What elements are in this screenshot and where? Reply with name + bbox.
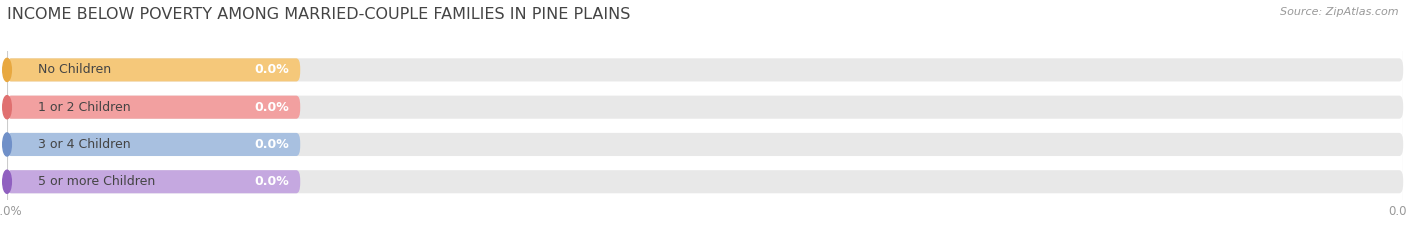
Text: 0.0%: 0.0% xyxy=(254,138,290,151)
Circle shape xyxy=(3,96,11,119)
Circle shape xyxy=(3,133,11,156)
FancyBboxPatch shape xyxy=(7,96,301,119)
Text: 5 or more Children: 5 or more Children xyxy=(38,175,155,188)
FancyBboxPatch shape xyxy=(7,170,1403,193)
Text: 0.0%: 0.0% xyxy=(254,63,290,76)
Text: 0.0%: 0.0% xyxy=(254,101,290,114)
Text: 3 or 4 Children: 3 or 4 Children xyxy=(38,138,131,151)
FancyBboxPatch shape xyxy=(7,58,301,82)
Text: 1 or 2 Children: 1 or 2 Children xyxy=(38,101,131,114)
Circle shape xyxy=(3,58,11,82)
Text: No Children: No Children xyxy=(38,63,111,76)
Text: Source: ZipAtlas.com: Source: ZipAtlas.com xyxy=(1281,7,1399,17)
FancyBboxPatch shape xyxy=(7,133,301,156)
Text: INCOME BELOW POVERTY AMONG MARRIED-COUPLE FAMILIES IN PINE PLAINS: INCOME BELOW POVERTY AMONG MARRIED-COUPL… xyxy=(7,7,630,22)
FancyBboxPatch shape xyxy=(7,58,1403,82)
Text: 0.0%: 0.0% xyxy=(254,175,290,188)
Circle shape xyxy=(3,170,11,193)
FancyBboxPatch shape xyxy=(7,96,1403,119)
FancyBboxPatch shape xyxy=(7,170,301,193)
FancyBboxPatch shape xyxy=(7,133,1403,156)
